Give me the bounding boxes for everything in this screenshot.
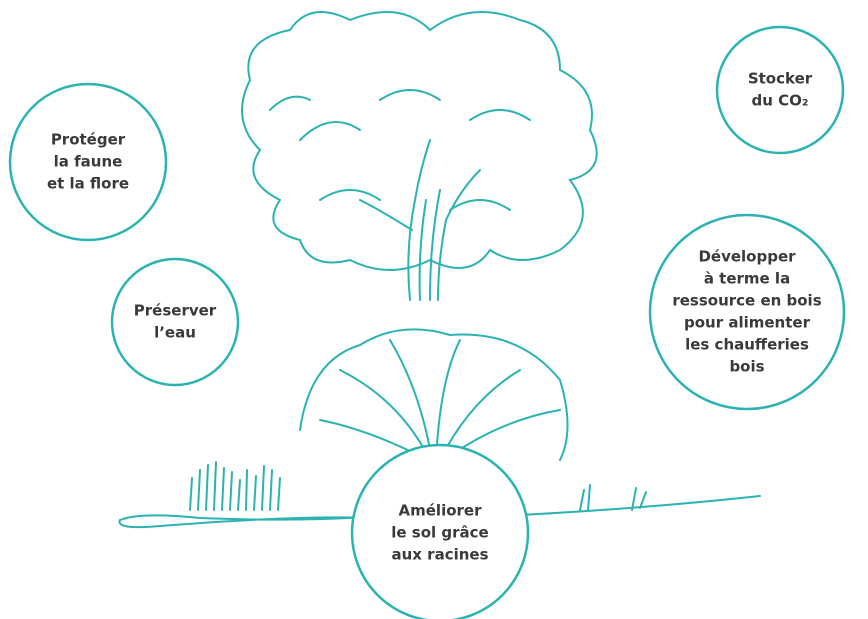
- circle-badge: [717, 27, 843, 153]
- grass-right: [580, 485, 646, 510]
- circle-label: ressource en bois: [672, 292, 821, 310]
- canopy: [242, 12, 597, 270]
- circle-label: le sol grâce: [391, 524, 488, 542]
- circle-label: du CO₂: [752, 92, 809, 110]
- circle-label: bois: [729, 358, 764, 376]
- circle-label: Développer: [698, 248, 796, 266]
- circle-label: à terme la: [704, 270, 790, 288]
- circle-label: et la flore: [47, 175, 129, 193]
- circle-label: Protéger: [51, 131, 126, 149]
- circle-label: Préserver: [134, 302, 217, 320]
- circle-label: Stocker: [748, 70, 813, 88]
- circle-badge: [650, 215, 844, 409]
- circle-label: la faune: [54, 153, 123, 171]
- circle-label: Améliorer: [399, 502, 483, 520]
- circle-label: l’eau: [154, 324, 196, 342]
- circles: Protéger la faune et la flore Stocker du CO₂…: [10, 27, 844, 619]
- grass: [190, 462, 280, 510]
- circle-label: les chaufferies: [685, 336, 809, 354]
- bush: [300, 329, 568, 460]
- circle-item: Stocker du CO₂: [717, 27, 843, 153]
- circle-item: Développer à terme la ressource en bois pou…: [650, 215, 844, 409]
- circle-item: Préserver l’eau: [112, 259, 238, 385]
- page: Protéger la faune et la flore Stocker du CO₂…: [0, 0, 868, 619]
- circle-item: Protéger la faune et la flore: [10, 84, 166, 240]
- circle-badge: [112, 259, 238, 385]
- trunk: [360, 140, 480, 300]
- canopy-detail: [270, 90, 530, 210]
- circle-label: pour alimenter: [684, 314, 811, 332]
- circle-item: Améliorer le sol grâce aux racines: [352, 445, 528, 619]
- circle-label: aux racines: [391, 546, 488, 564]
